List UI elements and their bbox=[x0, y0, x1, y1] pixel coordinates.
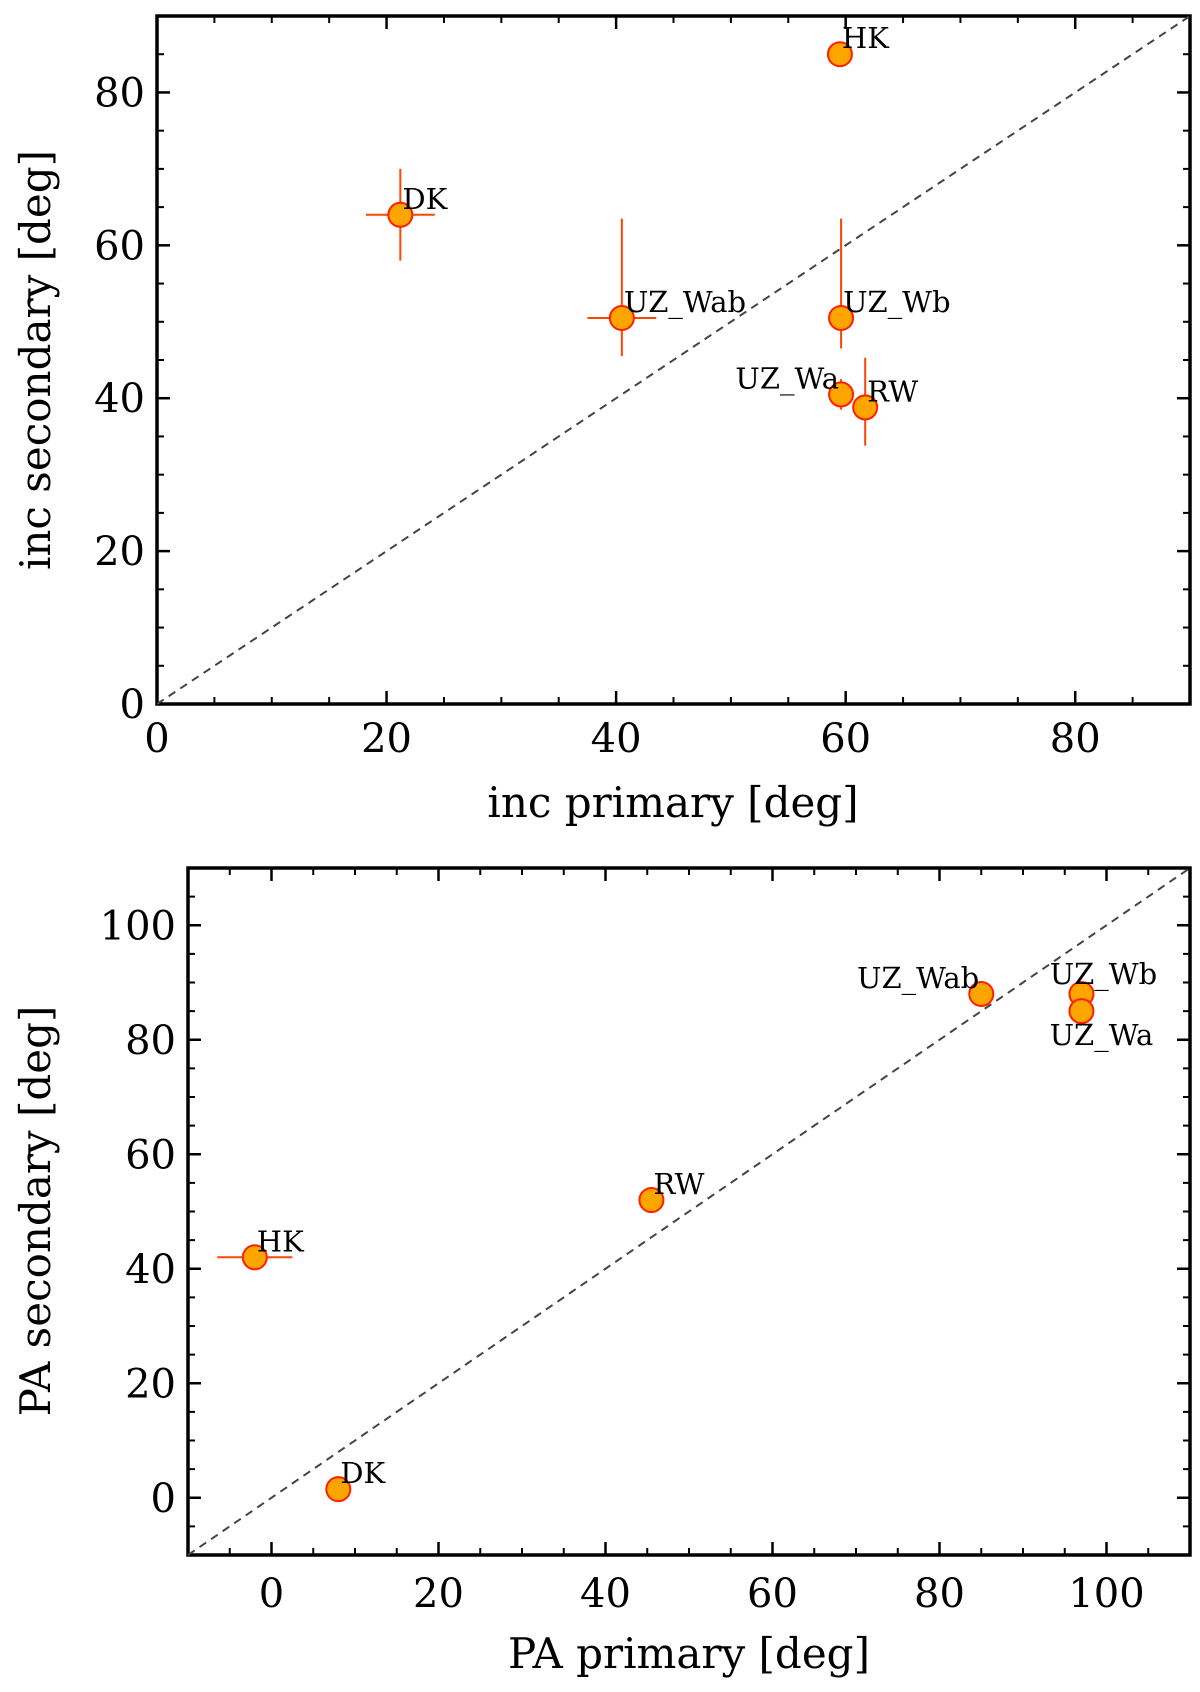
inc-point-labels: HK DK UZ_Wab UZ_Wb UZ_Wa RW bbox=[402, 21, 950, 408]
inc-x-tick-label-60: 60 bbox=[820, 716, 871, 762]
inc-x-tick-label-20: 20 bbox=[361, 716, 412, 762]
inc-y-tick-label-80: 80 bbox=[94, 70, 145, 116]
pa-label-uz-wa: UZ_Wa bbox=[1050, 1018, 1154, 1053]
pa-y-axis-label: PA secondary [deg] bbox=[11, 1006, 60, 1417]
inc-y-tick-label-60: 60 bbox=[94, 223, 145, 269]
pa-point-uz-wa bbox=[1068, 998, 1095, 1025]
inc-label-hk: HK bbox=[842, 21, 890, 55]
pa-label-dk: DK bbox=[340, 1456, 386, 1490]
inc-point-uz-wb bbox=[828, 304, 855, 331]
inc-y-tick-label-20: 20 bbox=[94, 529, 145, 575]
inc-point-hk bbox=[826, 41, 853, 68]
inc-point-uz-wab bbox=[608, 304, 635, 331]
pa-y-tick-label-20: 20 bbox=[125, 1361, 176, 1407]
pa-y-tick-label-40: 40 bbox=[125, 1247, 176, 1293]
inc-x-tick-label-0: 0 bbox=[144, 716, 169, 762]
inc-x-axis-label: inc primary [deg] bbox=[487, 778, 858, 827]
pa-label-uz-wb: UZ_Wb bbox=[1050, 957, 1157, 992]
inc-label-dk: DK bbox=[402, 182, 448, 216]
pa-point-rw bbox=[638, 1187, 665, 1214]
inc-x-tick-label-80: 80 bbox=[1050, 716, 1101, 762]
pa-x-tick-label-80: 80 bbox=[914, 1571, 965, 1617]
inc-label-uz-wb: UZ_Wb bbox=[843, 285, 950, 320]
inc-y-tick-label-40: 40 bbox=[94, 376, 145, 422]
pa-point-hk bbox=[241, 1244, 268, 1271]
inc-diagonal-line bbox=[156, 15, 1191, 705]
pa-x-tick-label-20: 20 bbox=[413, 1571, 464, 1617]
pa-y-tick-label-0: 0 bbox=[151, 1476, 176, 1522]
pa-x-tick-label-100: 100 bbox=[1068, 1571, 1144, 1617]
inc-label-uz-wab: UZ_Wab bbox=[624, 285, 746, 320]
pa-ticks: 0 20 40 60 80 100 0 20 40 60 80 100 bbox=[100, 867, 1191, 1617]
inc-x-tick-label-40: 40 bbox=[591, 716, 642, 762]
pa-x-tick-label-60: 60 bbox=[747, 1571, 798, 1617]
pa-label-hk: HK bbox=[257, 1224, 305, 1258]
pa-x-tick-label-0: 0 bbox=[259, 1571, 284, 1617]
inc-points bbox=[387, 41, 879, 421]
pa-x-axis-label: PA primary [deg] bbox=[508, 1629, 870, 1678]
pa-point-labels: HK DK RW UZ_Wab UZ_Wb UZ_Wa bbox=[257, 957, 1157, 1490]
inc-point-dk bbox=[387, 201, 414, 228]
inc-label-uz-wa: UZ_Wa bbox=[735, 361, 839, 396]
pa-y-tick-label-80: 80 bbox=[125, 1018, 176, 1064]
pa-point-uz-wab bbox=[968, 980, 995, 1007]
pa-y-tick-label-100: 100 bbox=[100, 903, 176, 949]
inc-point-uz-wa bbox=[828, 381, 855, 408]
pa-label-rw: RW bbox=[653, 1167, 704, 1201]
pa-points bbox=[241, 980, 1095, 1503]
inc-point-rw bbox=[852, 394, 879, 421]
inc-ticks: 0 20 40 60 80 0 20 40 60 80 bbox=[94, 15, 1191, 762]
pa-point-dk bbox=[325, 1476, 352, 1503]
pa-label-uz-wab: UZ_Wab bbox=[857, 961, 979, 996]
pa-scatter-panel: 0 20 40 60 80 100 0 20 40 60 80 100 HK DK RW UZ_Wab UZ_… bbox=[11, 866, 1192, 1678]
inc-label-rw: RW bbox=[867, 374, 918, 408]
inc-y-tick-label-0: 0 bbox=[120, 682, 145, 728]
inc-scatter-panel: 0 20 40 60 80 0 20 40 60 80 HK DK UZ_Wab UZ_Wb UZ_Wa R… bbox=[11, 14, 1192, 827]
pa-diagonal-line bbox=[187, 867, 1191, 1556]
pa-y-tick-label-60: 60 bbox=[125, 1132, 176, 1178]
pa-x-tick-label-40: 40 bbox=[580, 1571, 631, 1617]
inc-y-axis-label: inc secondary [deg] bbox=[11, 150, 60, 570]
